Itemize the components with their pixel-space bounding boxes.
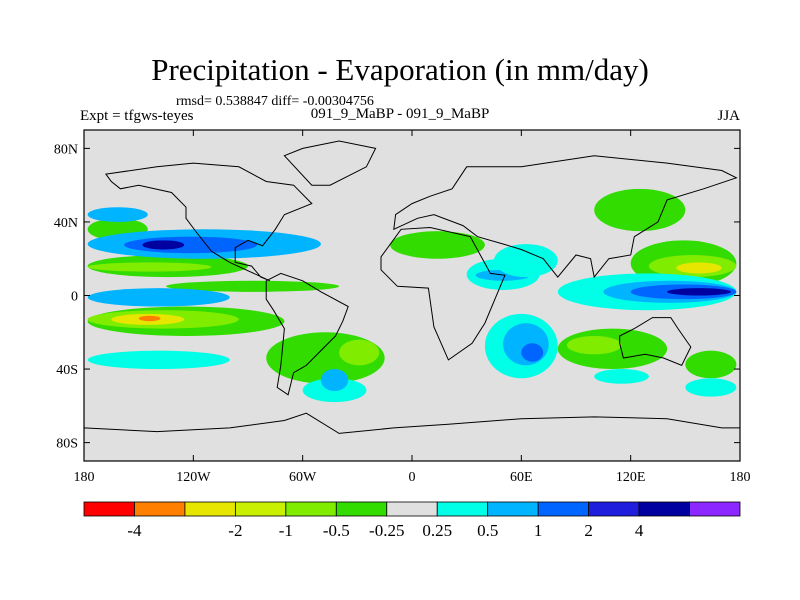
coastline-layer <box>84 140 740 461</box>
y-tick-label: 0 <box>71 290 78 305</box>
colorbar-swatch <box>487 501 539 517</box>
colorbar-label: -1 <box>279 521 293 540</box>
contour-region <box>685 378 737 397</box>
x-tick-label: 60W <box>289 470 317 485</box>
coastline <box>265 272 349 396</box>
x-tick-label: 120W <box>176 470 211 485</box>
contour-region <box>87 350 230 370</box>
contour-region <box>676 262 722 274</box>
x-tick-label: 180 <box>74 470 95 485</box>
x-tick-label: 180 <box>730 470 751 485</box>
contour-region <box>521 343 544 362</box>
colorbar-label: -2 <box>228 521 242 540</box>
x-tick-label: 60E <box>510 470 533 485</box>
colorbar-label: 4 <box>635 521 644 540</box>
colorbar-label: 0.5 <box>477 521 498 540</box>
coastline <box>283 140 377 186</box>
contour-region <box>594 188 686 232</box>
colorbar-swatch <box>537 501 590 517</box>
coastline <box>393 155 738 279</box>
contour-region <box>667 288 731 296</box>
contour-region <box>685 350 737 379</box>
colorbar-swatch <box>436 501 489 517</box>
colorbar-label: -4 <box>127 521 142 540</box>
contour-region <box>87 207 148 222</box>
colorbar-swatch <box>386 501 438 517</box>
contour-region <box>566 335 622 355</box>
colorbar-label: -0.25 <box>369 521 404 540</box>
colorbar-label: 0.25 <box>422 521 452 540</box>
colorbar-swatch <box>83 501 135 517</box>
colorbar-swatch <box>285 501 337 517</box>
case-label: 091_9_MaBP - 091_9_MaBP <box>310 106 490 122</box>
contour-region <box>138 315 161 322</box>
contour-region <box>87 288 230 307</box>
colorbar-swatch <box>689 501 741 517</box>
contour-region <box>142 240 185 250</box>
colorbar-label: -0.5 <box>323 521 350 540</box>
coastline <box>619 317 692 367</box>
contour-region <box>390 231 485 259</box>
coastline <box>105 162 313 282</box>
coastline <box>84 412 740 461</box>
colorbar-swatch <box>234 501 287 517</box>
colorbar-swatch <box>184 501 236 517</box>
contour-region <box>594 369 649 384</box>
x-tick-label: 0 <box>409 470 416 485</box>
colorbar: -4 -2 -1 -0.5 -0.25 0.25 0.5 1 2 4 <box>83 501 741 540</box>
colorbar-swatch <box>588 501 640 517</box>
chart-title: Precipitation - Evaporation (in mm/day) <box>151 52 649 87</box>
colorbar-swatch <box>134 501 186 517</box>
contour-fill-layer <box>87 188 737 403</box>
y-tick-label: 80N <box>54 142 78 157</box>
season-label: JJA <box>717 108 740 124</box>
y-tick-label: 80S <box>56 437 78 452</box>
contour-region <box>87 262 212 272</box>
y-tick-label: 40N <box>54 216 78 231</box>
contour-region <box>339 339 380 366</box>
contour-region <box>320 369 349 392</box>
x-tick-label: 120E <box>616 470 646 485</box>
axis-ticks: 180 120W 60W 0 60E 120E 180 80N 40N 0 40S 80S <box>54 130 751 485</box>
colorbar-swatch <box>638 501 690 517</box>
stats-label: rmsd= 0.538847 diff= -0.00304756 <box>176 94 374 109</box>
experiment-label: Expt = tfgws-teyes <box>80 108 194 124</box>
y-tick-label: 40S <box>56 363 78 378</box>
colorbar-label: 1 <box>534 521 543 540</box>
colorbar-swatch <box>335 501 388 517</box>
contour-region <box>166 280 340 292</box>
coastline <box>380 226 506 361</box>
colorbar-label: 2 <box>584 521 593 540</box>
contour-region <box>494 244 558 278</box>
